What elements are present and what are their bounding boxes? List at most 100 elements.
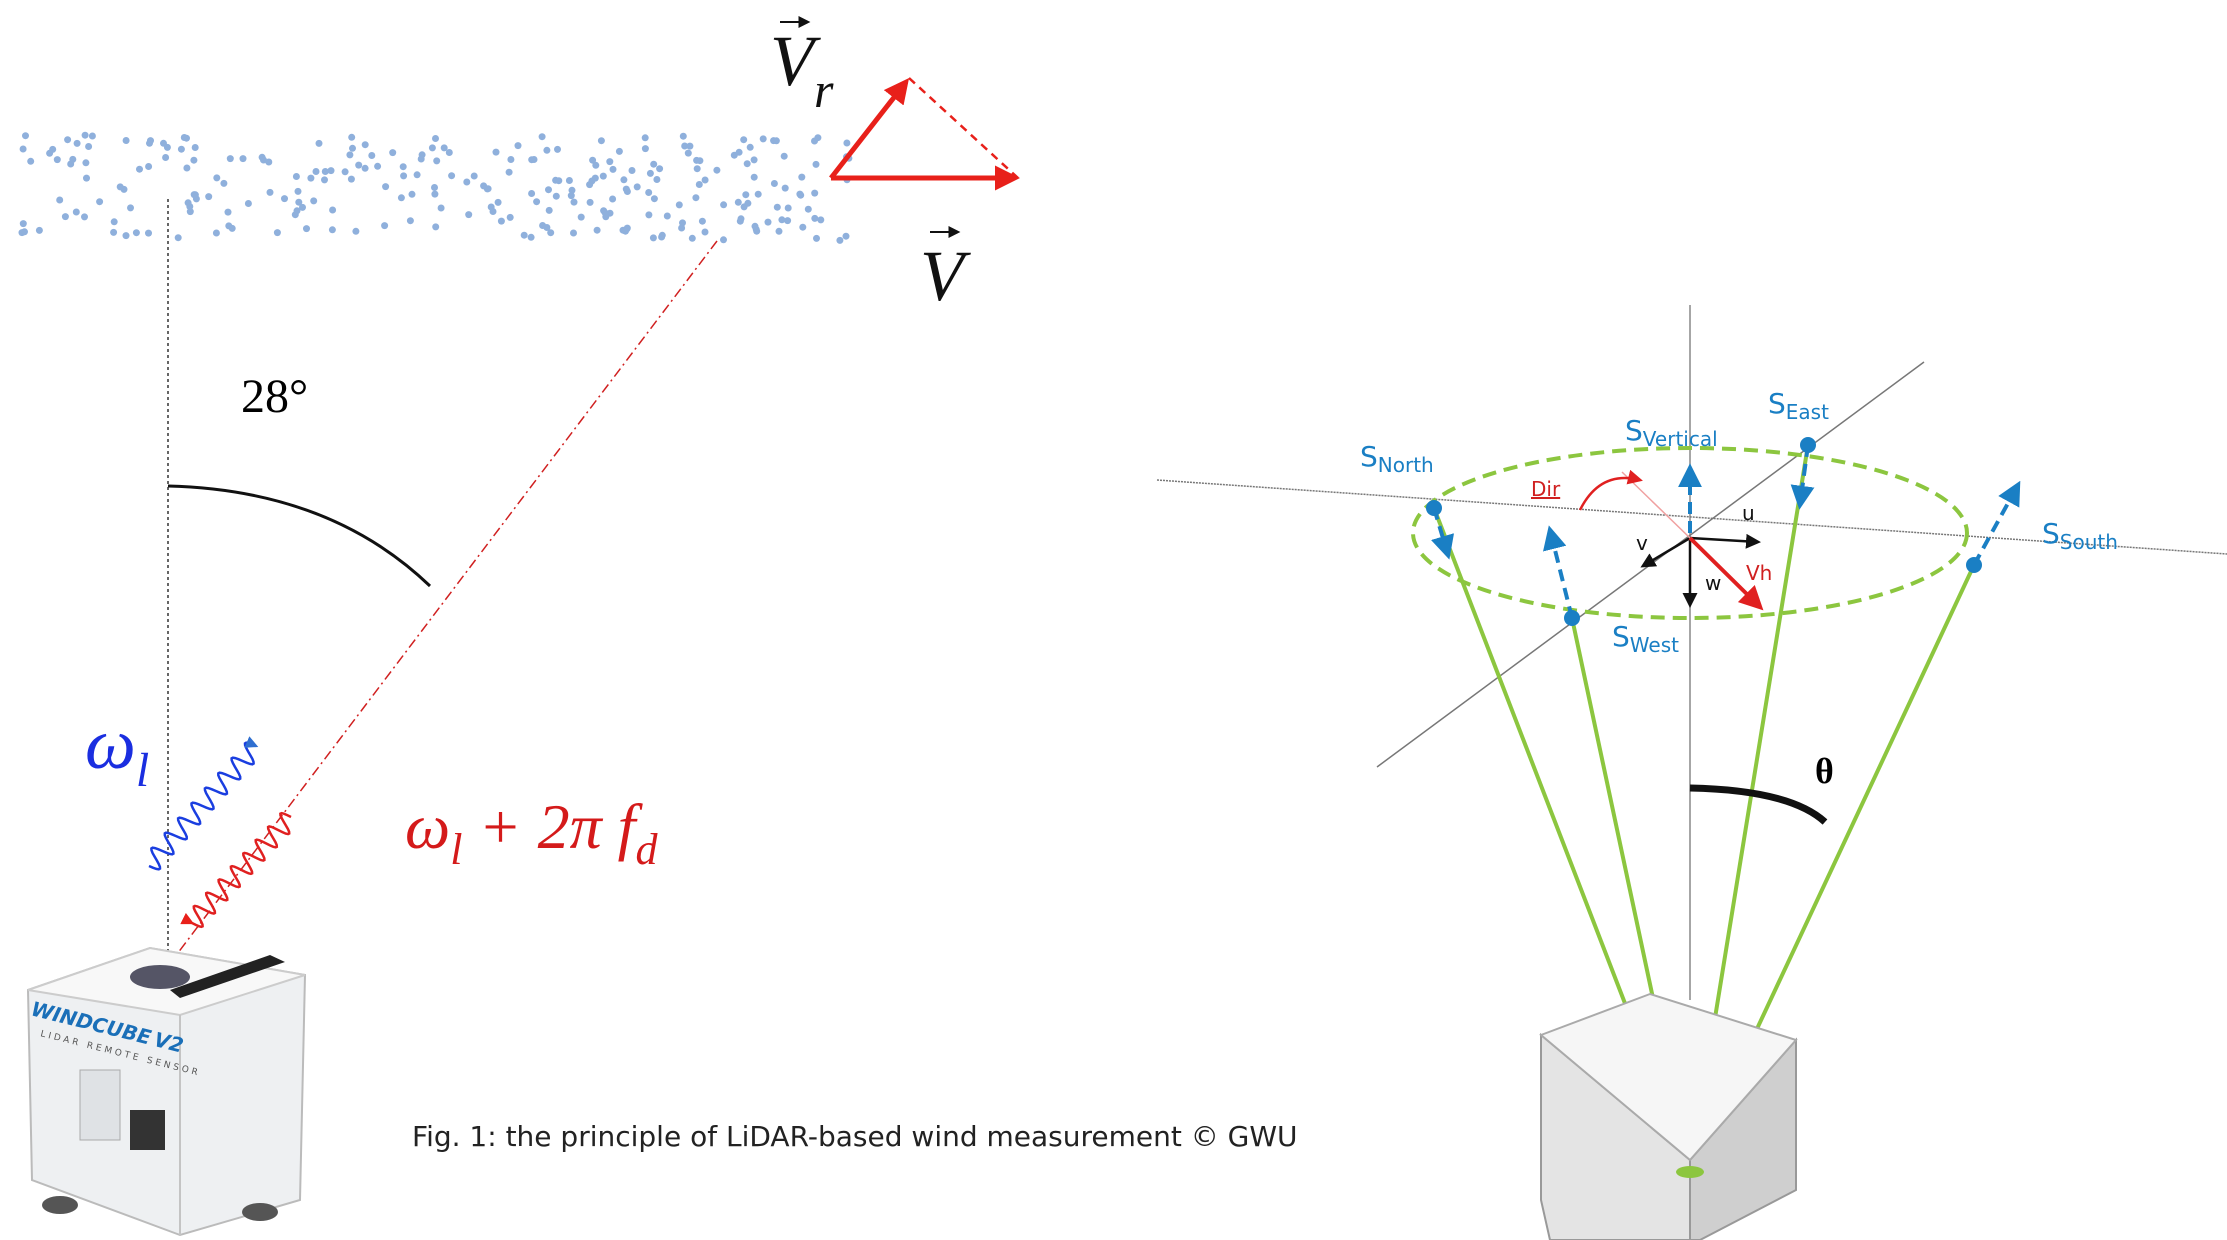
particle	[645, 189, 652, 196]
particle	[720, 201, 727, 208]
particle	[713, 167, 720, 174]
beam-sub: South	[2060, 530, 2118, 554]
particle	[664, 213, 671, 220]
particle	[265, 159, 272, 166]
particle	[594, 227, 601, 234]
beam-label: SVertical	[1625, 414, 1718, 451]
particle	[634, 183, 641, 190]
radial-arrow	[1974, 485, 2018, 565]
theta-label: θ	[1815, 751, 1834, 791]
particle	[742, 191, 749, 198]
particle	[623, 186, 630, 193]
particle	[175, 234, 182, 241]
particle	[316, 140, 323, 147]
particle	[785, 205, 792, 212]
v-arrow	[1643, 538, 1690, 566]
particle	[622, 228, 629, 235]
particle	[694, 165, 701, 172]
particle	[85, 143, 92, 150]
particle	[205, 193, 212, 200]
particle	[227, 155, 234, 162]
particle	[368, 152, 375, 159]
particle	[123, 137, 130, 144]
particle	[740, 136, 747, 143]
particle	[752, 223, 759, 230]
particle	[702, 177, 709, 184]
particle	[164, 144, 171, 151]
particle	[294, 207, 301, 214]
beam-s: S	[1625, 414, 1643, 447]
particle	[429, 144, 436, 151]
particle	[295, 188, 302, 195]
omega-sub: l	[136, 744, 149, 797]
particle	[720, 236, 727, 243]
particle	[281, 195, 288, 202]
particle	[303, 225, 310, 232]
particle	[744, 200, 751, 207]
particle	[20, 146, 27, 153]
particle	[183, 165, 190, 172]
particle	[545, 186, 552, 193]
omega-base: ω	[85, 704, 136, 784]
particle	[533, 198, 540, 205]
particle	[781, 153, 788, 160]
particle	[162, 154, 169, 161]
particle	[36, 227, 43, 234]
particle	[190, 157, 197, 164]
particle	[696, 181, 703, 188]
device-window	[130, 965, 190, 989]
particle	[629, 167, 636, 174]
beam-s: S	[1768, 387, 1786, 420]
particle	[185, 199, 192, 206]
beam-sub: Vertical	[1643, 427, 1718, 451]
shift-sub: l	[450, 825, 462, 874]
shift-mid: + 2π f	[462, 791, 643, 862]
radial-speeds	[1434, 445, 2018, 618]
particle	[658, 234, 665, 241]
radial-arrow	[1550, 530, 1572, 618]
particle	[653, 176, 660, 183]
particle	[554, 146, 561, 153]
beam-sub: West	[1630, 633, 1679, 657]
theta-arc	[1690, 788, 1825, 822]
shift-sub2: d	[635, 825, 658, 874]
particle	[465, 211, 472, 218]
particle	[751, 174, 758, 181]
particle	[64, 136, 71, 143]
particle	[528, 234, 535, 241]
particle	[600, 173, 607, 180]
particle	[566, 177, 573, 184]
particle	[774, 204, 781, 211]
particle	[225, 209, 232, 216]
particle	[400, 163, 407, 170]
particle	[82, 159, 89, 166]
particle	[702, 229, 709, 236]
particle	[110, 229, 117, 236]
particle	[528, 190, 535, 197]
particle	[20, 220, 27, 227]
particle	[651, 195, 658, 202]
particle	[382, 183, 389, 190]
particle	[96, 198, 103, 205]
particle	[480, 182, 487, 189]
particle	[433, 157, 440, 164]
particle	[220, 180, 227, 187]
particle	[191, 191, 198, 198]
particle	[448, 172, 455, 179]
particle	[432, 135, 439, 142]
particle	[136, 166, 143, 173]
particle	[843, 140, 850, 147]
particle	[181, 134, 188, 141]
u-arrow	[1690, 538, 1758, 542]
point	[1564, 610, 1580, 626]
figure: 28° Vr V ωl ωl + 2π fd WINDCUBEV2 LIDAR …	[0, 0, 2227, 1240]
particle	[313, 168, 320, 175]
particle	[229, 225, 236, 232]
particle	[568, 192, 575, 199]
point	[1800, 437, 1816, 453]
particle	[127, 204, 134, 211]
vr-label: Vr	[770, 21, 834, 118]
particle	[760, 135, 767, 142]
particle	[602, 213, 609, 220]
particle	[123, 232, 130, 239]
